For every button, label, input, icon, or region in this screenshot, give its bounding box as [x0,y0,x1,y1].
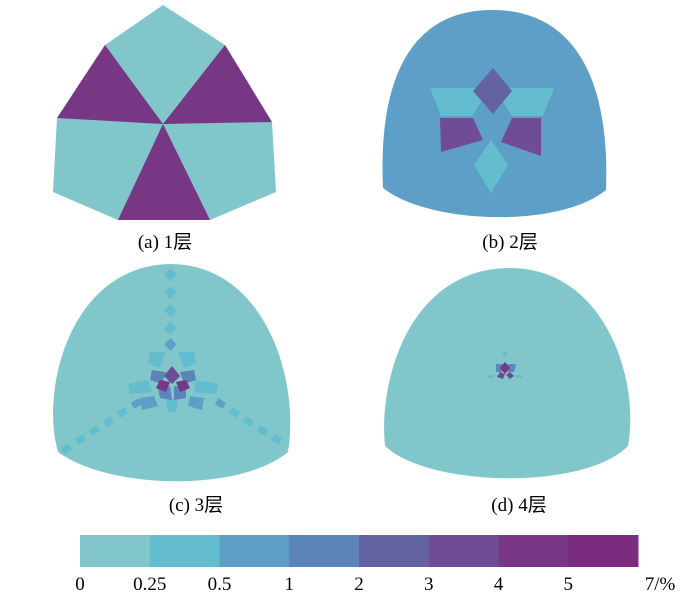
panel-c-arm-cell [164,286,177,299]
panel-d-caption: (d) 4层 [491,495,546,516]
panel-c-arm-cell [242,416,255,427]
panel-b-petal-lower-right [501,118,541,156]
panel-c: (c) 3层 [53,264,291,516]
panel-b-caption: (b) 2层 [482,232,537,253]
colorbar-tick-label: 0 [75,574,85,595]
colorbar-swatch [568,535,639,567]
panel-d-flower-outer [502,351,508,357]
panel-d-background [384,268,631,479]
colorbar-swatch [289,535,360,567]
colorbar-tick-label: 2 [354,574,364,595]
panel-a-triangle-left [57,45,163,124]
colorbar-tick-label: 7/% [645,574,676,595]
colorbar-swatch [428,535,499,567]
panel-c-arm-cell [164,338,177,351]
colorbar: 0 0.25 0.5 1 2 3 4 5 7/% [75,535,675,595]
panel-c-arm-cell [116,407,129,418]
panel-c-arm-cell [88,425,101,436]
panel-d-center-flower [488,351,522,379]
panel-c-arm-cell [74,434,87,445]
panel-c-flower-core [156,380,170,392]
colorbar-tick-label: 5 [564,574,574,595]
colorbar-tick-label: 1 [285,574,295,595]
panel-b: (b) 2层 [382,10,607,253]
panel-b-petal-upper-left [430,88,490,116]
colorbar-tick-label: 0.5 [208,574,232,595]
panel-c-arm-cell [256,425,269,436]
panel-d-flower-outer [516,375,522,378]
colorbar-swatch [359,535,430,567]
panel-a: (a) 1层 [53,5,276,253]
colorbar-tick-label: 3 [424,574,434,595]
panel-c-flower-outer [128,380,152,394]
panel-b-background [382,10,607,218]
panel-a-triangle-right [163,45,272,124]
colorbar-swatch [219,535,290,567]
panel-c-flower-outer [148,352,165,368]
panel-b-petal-bottom [474,140,508,193]
panel-c-arm-cell [102,416,115,427]
panel-d-flower-outer [488,375,494,378]
panel-c-arm-cell [130,398,143,409]
panel-d: (d) 4层 [384,268,631,516]
panel-c-flower-outer [194,380,218,394]
panel-c-arm-cell [60,443,73,454]
panel-a-caption: (a) 1层 [138,232,192,253]
panel-c-arm-cell [164,304,177,317]
panel-c-arm-cell [164,268,177,281]
panel-c-flower-outer [188,396,204,410]
colorbar-tick-label: 4 [494,574,504,595]
panel-c-caption: (c) 3层 [169,495,223,516]
panel-b-petal-lower-left [440,118,483,152]
colorbar-tick-label: 0.25 [133,574,166,595]
panel-c-flower-outer [166,398,178,412]
colorbar-swatch [149,535,220,567]
colorbar-swatch [80,535,151,567]
panel-c-flower-core [176,380,190,392]
panel-d-flower-core [500,362,510,374]
panel-b-petal-top [473,68,512,114]
panel-b-petal-upper-right [494,88,554,116]
panel-a-triangle-bottom [118,124,210,220]
panel-c-right-arm [214,398,283,445]
panel-d-flower-core [506,372,514,379]
panel-c-upper-arm [164,268,177,351]
panel-c-arm-cell [270,434,283,445]
panel-c-left-arm [60,398,143,454]
panel-c-flower-core [164,366,180,384]
colorbar-swatch [498,535,569,567]
panel-c-flower-outer [178,352,196,368]
panel-c-center-flower [128,352,218,412]
panel-d-flower-core [497,372,505,379]
panel-d-flower-inner [508,364,516,372]
panel-c-arm-cell [228,407,241,418]
panel-c-flower-outer [140,396,158,410]
panel-c-arm-cell [214,398,227,409]
panel-c-arm-cell [164,322,177,335]
